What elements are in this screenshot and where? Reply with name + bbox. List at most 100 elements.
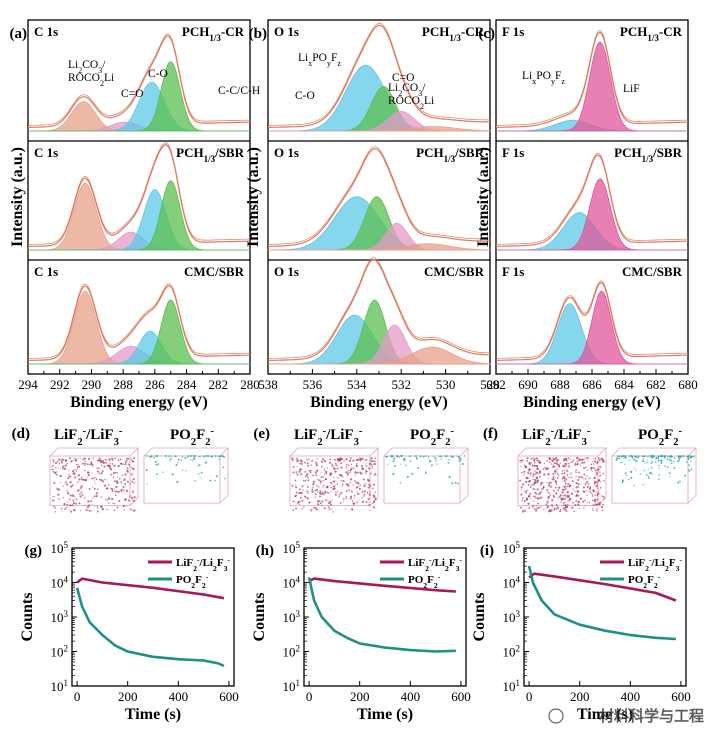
ion-dot — [359, 471, 362, 474]
ion-dot — [623, 463, 625, 465]
tof-label-a: LiF2-/LiF3- — [522, 426, 591, 448]
ion-dot — [564, 494, 567, 497]
raw-data-curve — [496, 30, 688, 126]
x-tick-label: 294 — [18, 377, 38, 392]
element-label: C 1s — [34, 24, 58, 39]
ion-dot — [646, 461, 648, 464]
ion-dot — [52, 471, 55, 473]
ion-dot — [593, 467, 596, 470]
ion-dot — [406, 475, 409, 478]
ion-dot — [61, 510, 63, 512]
ion-dot — [528, 469, 531, 472]
ion-dot — [53, 471, 57, 474]
ion-dot — [114, 503, 116, 505]
ion-dot — [587, 501, 589, 503]
ion-dot — [64, 481, 67, 483]
ion-dot — [360, 465, 363, 468]
ion-dot — [325, 472, 328, 475]
x-axis-title: Time (s) — [577, 706, 633, 723]
fit-peak — [28, 299, 250, 365]
peak-annotation: C=O — [392, 72, 414, 84]
ion-dot — [374, 457, 377, 460]
ion-dot — [370, 457, 373, 459]
cube-edge — [597, 448, 607, 506]
ion-dot — [575, 494, 579, 497]
ion-dot — [533, 500, 535, 502]
ion-dot — [327, 491, 330, 494]
ion-dot — [186, 455, 190, 458]
ion-dot — [345, 508, 347, 510]
ion-dot — [114, 487, 116, 489]
ion-dot — [582, 500, 585, 503]
ion-dot — [73, 457, 75, 459]
ion-dot — [553, 462, 556, 464]
ion-dot — [352, 484, 354, 486]
ion-dot — [672, 460, 675, 463]
x-tick-label: 530 — [436, 377, 456, 392]
ion-dot — [519, 506, 522, 509]
ion-dot — [536, 477, 539, 480]
x-tick-label: 532 — [391, 377, 411, 392]
ion-dot — [559, 494, 562, 497]
ion-dot — [555, 503, 558, 506]
ion-dot — [556, 472, 559, 475]
tof-label-b: PO2F2- — [170, 426, 215, 448]
ion-dot — [533, 461, 536, 464]
ion-dot — [194, 454, 197, 458]
ion-dot — [634, 455, 636, 457]
ion-dot — [598, 503, 601, 506]
ion-dot — [394, 465, 396, 467]
ion-dot — [63, 503, 66, 506]
y-tick-label: 103 — [283, 609, 301, 625]
ion-dot — [350, 463, 353, 465]
fit-peak — [28, 180, 250, 251]
ion-dot — [109, 462, 111, 464]
ion-dot — [650, 456, 653, 459]
ion-dot — [623, 457, 625, 459]
ion-dot — [643, 469, 646, 472]
ion-dot — [113, 464, 116, 467]
ion-dot — [56, 461, 58, 463]
ion-dot — [199, 455, 201, 458]
ion-dot — [328, 508, 331, 511]
ion-dot — [126, 480, 129, 483]
ion-dot — [121, 474, 124, 476]
ion-dot — [532, 473, 535, 476]
ion-dot — [65, 459, 68, 462]
ion-dot — [317, 478, 319, 481]
ion-dot — [80, 477, 83, 479]
ion-dot — [448, 475, 451, 479]
fit-peak — [28, 189, 250, 251]
ion-dot — [351, 467, 353, 469]
ion-dot — [322, 487, 324, 489]
ion-dot — [603, 498, 605, 500]
ion-dot — [567, 482, 570, 485]
ion-dot — [356, 501, 358, 504]
ion-dot — [584, 477, 587, 480]
ion-dot — [521, 499, 523, 502]
ion-dot — [561, 491, 564, 494]
ion-dot — [66, 503, 68, 506]
ion-dot — [170, 457, 173, 459]
ion-dot — [345, 483, 348, 486]
ion-dot — [431, 464, 433, 466]
ion-dot — [107, 502, 110, 504]
ion-dot — [95, 478, 98, 481]
ion-dot — [324, 490, 327, 493]
ion-dot — [574, 462, 576, 464]
ion-dot — [130, 458, 132, 461]
sample-label: CMC/SBR — [622, 264, 683, 279]
ion-dot — [600, 481, 602, 483]
ion-dot — [123, 509, 126, 511]
ion-dot — [314, 471, 317, 474]
ion-dot — [369, 484, 372, 487]
ion-dot — [399, 482, 402, 484]
ion-dot — [306, 476, 309, 479]
ion-dot — [403, 459, 406, 462]
y-tick-label: 101 — [283, 678, 301, 694]
ion-dot — [79, 458, 81, 460]
ion-dot — [125, 489, 129, 493]
ion-dot — [100, 460, 103, 464]
ion-dot — [368, 493, 371, 496]
ion-dot — [678, 459, 680, 461]
